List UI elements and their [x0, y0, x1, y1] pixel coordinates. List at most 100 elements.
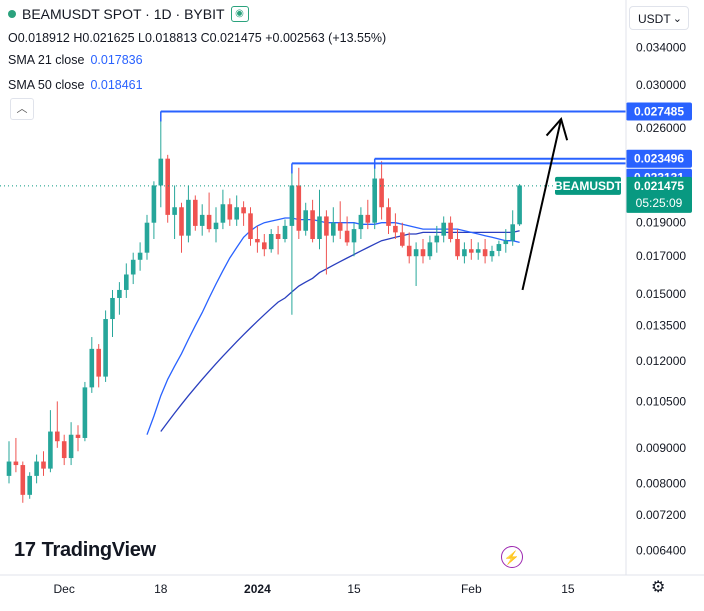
- candle[interactable]: [220, 189, 226, 230]
- price-tick-label: 0.012000: [636, 354, 686, 368]
- candle[interactable]: [469, 238, 474, 260]
- candle[interactable]: [165, 154, 170, 223]
- candle[interactable]: [172, 185, 177, 239]
- candle[interactable]: [96, 344, 101, 388]
- candle[interactable]: [455, 229, 460, 260]
- price-tick-label: 0.007200: [636, 508, 686, 522]
- candle[interactable]: [275, 225, 281, 255]
- candle[interactable]: [482, 238, 488, 264]
- candle[interactable]: [262, 234, 267, 257]
- candle[interactable]: [13, 437, 19, 473]
- candle[interactable]: [358, 207, 364, 239]
- candle[interactable]: [489, 245, 495, 262]
- last-price-tag[interactable]: [626, 176, 692, 213]
- candle[interactable]: [344, 216, 350, 246]
- candle[interactable]: [510, 210, 515, 246]
- candle[interactable]: [406, 232, 412, 264]
- candle[interactable]: [310, 199, 315, 243]
- candle[interactable]: [193, 195, 198, 231]
- candle[interactable]: [289, 167, 295, 315]
- candle[interactable]: [393, 213, 398, 239]
- candle[interactable]: [20, 461, 26, 503]
- candle[interactable]: [34, 454, 39, 484]
- candle[interactable]: [103, 310, 108, 382]
- candle[interactable]: [89, 337, 95, 393]
- candle[interactable]: [158, 111, 164, 208]
- candle[interactable]: [331, 207, 336, 243]
- time-axis[interactable]: Dec 18 2024 15 Feb 15: [0, 574, 704, 596]
- candle[interactable]: [413, 242, 419, 286]
- horizontal-levels[interactable]: 0.0274850.0234960.0231310.02147505:25:09…: [160, 102, 692, 213]
- candle[interactable]: [179, 202, 184, 253]
- candle[interactable]: [130, 252, 136, 285]
- candle[interactable]: [117, 282, 122, 315]
- candle[interactable]: [317, 189, 322, 250]
- candle[interactable]: [6, 441, 12, 484]
- candle[interactable]: [496, 240, 502, 257]
- candles[interactable]: [0, 111, 622, 503]
- level-line[interactable]: [291, 162, 626, 174]
- candle[interactable]: [282, 219, 288, 243]
- candle[interactable]: [434, 225, 440, 253]
- gear-icon[interactable]: ⚙: [651, 579, 666, 596]
- candle[interactable]: [144, 214, 150, 260]
- candle[interactable]: [372, 162, 377, 230]
- candle[interactable]: [241, 201, 246, 226]
- candle[interactable]: [41, 451, 46, 476]
- candle[interactable]: [296, 167, 302, 239]
- trend-arrow[interactable]: [521, 117, 569, 291]
- sma-21-legend[interactable]: SMA 21 close 0.017836: [8, 53, 143, 67]
- candle[interactable]: [68, 422, 74, 466]
- symbol-title[interactable]: BEAMUSDT SPOT · 1D · BYBIT: [22, 6, 225, 22]
- candle[interactable]: [503, 229, 509, 253]
- candle[interactable]: [420, 238, 426, 264]
- candle[interactable]: [110, 289, 115, 338]
- candle[interactable]: [255, 225, 260, 253]
- candle[interactable]: [199, 204, 205, 236]
- candle[interactable]: [303, 202, 308, 236]
- candle[interactable]: [27, 472, 32, 499]
- candle[interactable]: [365, 199, 371, 230]
- candle[interactable]: [61, 434, 67, 466]
- level-line[interactable]: [160, 110, 626, 122]
- candle[interactable]: [206, 192, 212, 233]
- candle[interactable]: [124, 263, 129, 298]
- tradingview-logo[interactable]: 17 TradingView: [14, 539, 156, 562]
- candle[interactable]: [213, 207, 219, 243]
- ohlc-readout: O0.018912 H0.021625 L0.018813 C0.021475 …: [8, 31, 386, 45]
- candle[interactable]: [379, 161, 384, 220]
- candle[interactable]: [337, 201, 343, 239]
- candle[interactable]: [186, 185, 191, 243]
- candle[interactable]: [82, 381, 88, 442]
- price-axis[interactable]: 0.034000 0.030000 0.026000 0.019000 0.017000…: [625, 0, 686, 575]
- sma-50-legend[interactable]: SMA 50 close 0.018461: [8, 78, 143, 92]
- candle[interactable]: [386, 198, 391, 235]
- candle[interactable]: [248, 207, 253, 246]
- symbol-header[interactable]: BEAMUSDT SPOT · 1D · BYBIT ◉: [8, 6, 249, 22]
- level-price-tag[interactable]: [626, 149, 692, 168]
- collapse-legend-button[interactable]: ︿: [10, 98, 34, 120]
- candle[interactable]: [268, 229, 274, 253]
- candle[interactable]: [448, 216, 453, 243]
- candle[interactable]: [427, 235, 433, 260]
- candle[interactable]: [55, 401, 60, 448]
- lightning-icon[interactable]: ⚡: [501, 546, 523, 568]
- candle[interactable]: [75, 425, 81, 452]
- candle[interactable]: [324, 210, 329, 275]
- candle[interactable]: [517, 184, 522, 226]
- symbol-price-tag[interactable]: [555, 176, 621, 195]
- eye-icon[interactable]: ◉: [230, 6, 249, 22]
- candle[interactable]: [475, 242, 481, 260]
- currency-select[interactable]: USDT ⌄: [629, 6, 689, 30]
- candle[interactable]: [151, 181, 157, 239]
- candle[interactable]: [351, 222, 357, 257]
- candle[interactable]: [234, 195, 239, 226]
- candle[interactable]: [137, 242, 143, 271]
- candle[interactable]: [441, 216, 446, 243]
- candle[interactable]: [48, 410, 53, 473]
- level-price-tag[interactable]: [626, 102, 692, 121]
- candle[interactable]: [227, 198, 233, 226]
- candle[interactable]: [400, 222, 405, 248]
- candle[interactable]: [462, 242, 467, 264]
